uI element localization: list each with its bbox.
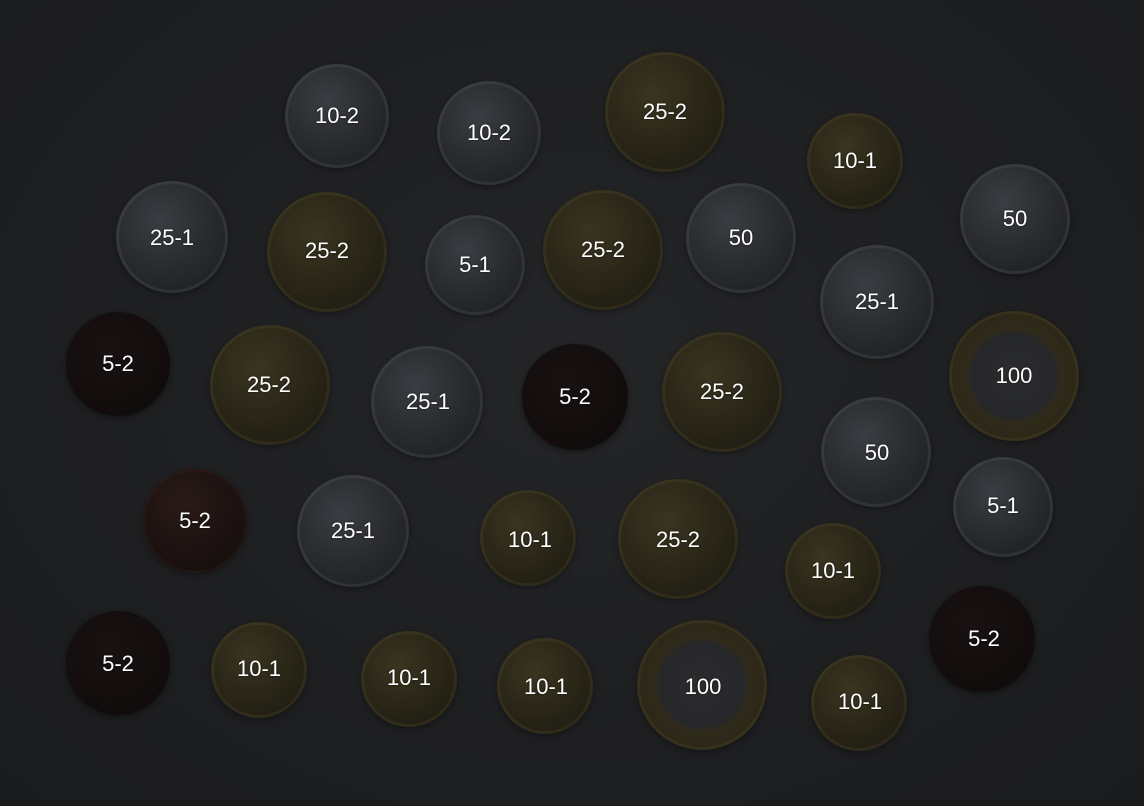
coin bbox=[143, 469, 247, 573]
coin bbox=[811, 655, 907, 751]
coin-label: 25-1 bbox=[405, 389, 451, 414]
coin-label: 25-1 bbox=[330, 518, 376, 543]
coin-label: 25-2 bbox=[655, 527, 701, 552]
coin-label: 25-2 bbox=[642, 99, 688, 124]
coin bbox=[953, 457, 1053, 557]
coin bbox=[66, 611, 170, 715]
coin-label: 25-2 bbox=[580, 237, 626, 262]
coin-label: 5-2 bbox=[102, 351, 134, 376]
coin-label: 10-1 bbox=[236, 656, 282, 681]
coin bbox=[807, 113, 903, 209]
coin-label: 25-1 bbox=[854, 289, 900, 314]
coin-label: 10-1 bbox=[386, 665, 432, 690]
coin-label: 25-2 bbox=[304, 238, 350, 263]
coin-label: 10-1 bbox=[507, 527, 553, 552]
coin bbox=[785, 523, 881, 619]
coin bbox=[821, 397, 931, 507]
coin-label: 25-2 bbox=[246, 372, 292, 397]
coin-label: 25-1 bbox=[149, 225, 195, 250]
coin-label: 10-1 bbox=[837, 689, 883, 714]
coin-label: 10-2 bbox=[466, 120, 512, 145]
coin bbox=[480, 490, 576, 586]
coin-label: 25-2 bbox=[699, 379, 745, 404]
coin bbox=[267, 192, 387, 312]
coin bbox=[497, 638, 593, 734]
coin bbox=[211, 622, 307, 718]
coin-label: 50 bbox=[1002, 206, 1028, 231]
coin bbox=[425, 215, 525, 315]
coin bbox=[662, 332, 782, 452]
coin-label: 10-2 bbox=[314, 103, 360, 128]
coin-label: 50 bbox=[728, 225, 754, 250]
coin bbox=[820, 245, 934, 359]
coin bbox=[116, 181, 228, 293]
coin bbox=[929, 586, 1035, 692]
coin bbox=[605, 52, 725, 172]
coin-label: 5-2 bbox=[559, 384, 591, 409]
coin-label: 5-1 bbox=[459, 252, 491, 277]
coin bbox=[285, 64, 389, 168]
coin bbox=[210, 325, 330, 445]
coin-label: 5-1 bbox=[987, 493, 1019, 518]
coin-label: 100 bbox=[995, 363, 1033, 388]
coin bbox=[960, 164, 1070, 274]
coin-label: 5-2 bbox=[179, 508, 211, 533]
coin-label: 10-1 bbox=[832, 148, 878, 173]
coin bbox=[543, 190, 663, 310]
coin bbox=[66, 312, 170, 416]
coin-label: 5-2 bbox=[102, 651, 134, 676]
coin bbox=[437, 81, 541, 185]
coin bbox=[637, 620, 767, 750]
coin bbox=[686, 183, 796, 293]
coin bbox=[949, 311, 1079, 441]
coin bbox=[522, 344, 628, 450]
coin-label: 100 bbox=[684, 674, 722, 699]
coin-label: 10-1 bbox=[810, 558, 856, 583]
coin bbox=[618, 479, 738, 599]
coin-label: 50 bbox=[864, 440, 890, 465]
coin-label: 10-1 bbox=[523, 674, 569, 699]
coin bbox=[361, 631, 457, 727]
coin bbox=[297, 475, 409, 587]
coin-label: 5-2 bbox=[968, 626, 1000, 651]
coin bbox=[371, 346, 483, 458]
